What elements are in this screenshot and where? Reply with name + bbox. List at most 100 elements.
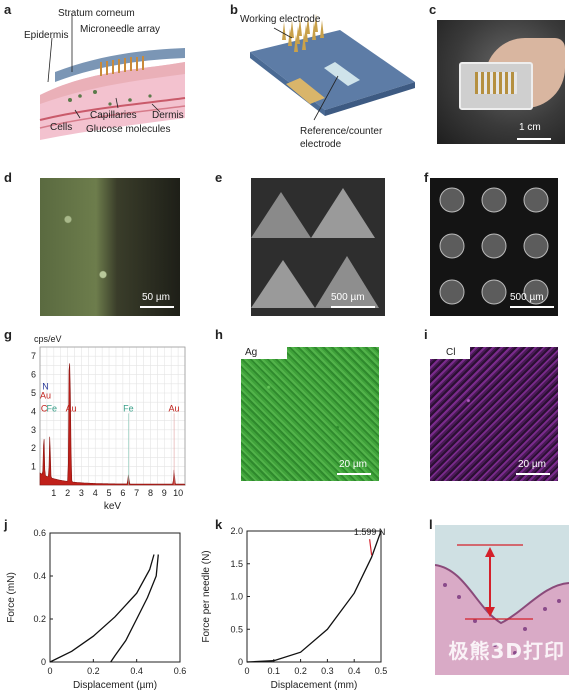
panel-label: b bbox=[230, 2, 238, 17]
sem-image-e: 500 µm bbox=[251, 178, 385, 316]
electrode-schematic bbox=[250, 14, 415, 121]
element-tab bbox=[430, 347, 470, 359]
x-tick-label: 1 bbox=[51, 488, 56, 498]
x-tick-label: 0.3 bbox=[321, 666, 334, 676]
panel-a: a Stratum corneum Epidermis Microneedle … bbox=[0, 0, 190, 150]
panel-h: h Ag 20 µm bbox=[195, 325, 385, 485]
skin-schematic bbox=[39, 14, 186, 140]
series-line bbox=[110, 554, 159, 663]
peak-label: Fe bbox=[46, 403, 57, 413]
x-tick-label: 7 bbox=[134, 488, 139, 498]
x-tick-label: 0.6 bbox=[174, 666, 187, 676]
peak-label: Fe bbox=[123, 403, 134, 413]
panel-f: f 500 µm bbox=[390, 168, 569, 316]
y-tick-label: 6 bbox=[31, 370, 36, 380]
y-tick-label: 4 bbox=[31, 406, 36, 416]
y-tick-label: 0.6 bbox=[33, 528, 46, 538]
element-label: Ag bbox=[245, 347, 258, 358]
scale-bar bbox=[516, 473, 550, 475]
panel-label: j bbox=[4, 517, 8, 532]
photo-device: 1 cm bbox=[437, 20, 565, 144]
x-tick-label: 5 bbox=[107, 488, 112, 498]
label-stratum-corneum: Stratum corneum bbox=[58, 8, 135, 19]
x-tick-label: 4 bbox=[93, 488, 98, 498]
x-tick-label: 2 bbox=[65, 488, 70, 498]
peak-label: N bbox=[42, 381, 49, 391]
panel-c: c 1 cm bbox=[425, 0, 569, 150]
x-axis-label: Displacement (mm) bbox=[271, 680, 358, 691]
peak-label: C bbox=[41, 403, 48, 413]
x-tick-label: 0.4 bbox=[130, 666, 143, 676]
panel-label: i bbox=[424, 327, 428, 342]
panel-label: l bbox=[429, 517, 433, 532]
peak-label: Au bbox=[40, 391, 51, 401]
scale-bar bbox=[140, 306, 174, 308]
y-tick-label: 3 bbox=[31, 425, 36, 435]
panel-label: f bbox=[424, 170, 429, 185]
label-working-electrode: Working electrode bbox=[240, 14, 321, 25]
panel-e: e 500 µm bbox=[195, 168, 385, 316]
panel-i: i Cl 20 µm bbox=[390, 325, 569, 485]
y-tick-label: 1.0 bbox=[230, 592, 243, 602]
force-curve-j: 0 0.2 0.4 0.6 0 0.2 0.4 0.6 Displacement (µm) For… bbox=[6, 528, 187, 691]
device-electrodes bbox=[475, 72, 517, 94]
panel-label: g bbox=[4, 327, 12, 342]
annotation-label: 1.599 N bbox=[354, 527, 386, 537]
scale-bar-label: 20 µm bbox=[339, 459, 367, 470]
y-axis-label: Force per needle (N) bbox=[201, 550, 212, 642]
x-tick-label: 3 bbox=[79, 488, 84, 498]
panel-l: l 极熊3D打印 bbox=[395, 515, 569, 698]
y-tick-label: 1 bbox=[31, 462, 36, 472]
force-curve-k: 0 0.1 0.2 0.3 0.4 0.5 0 0.5 1.0 1.5 2.0 Displacemen… bbox=[201, 526, 388, 691]
needle-grid bbox=[439, 187, 549, 305]
y-tick-label: 0 bbox=[41, 657, 46, 667]
micrograph-d: 50 µm bbox=[40, 178, 180, 316]
annotation-arrow bbox=[369, 539, 373, 556]
x-axis-label: keV bbox=[104, 501, 122, 512]
label-epidermis: Epidermis bbox=[24, 30, 69, 41]
scale-bar-label: 20 µm bbox=[518, 459, 546, 470]
y-tick-label: 5 bbox=[31, 388, 36, 398]
panel-g: g N Au C Fe Au Fe Au 1 2 3 4 5 6 7 8 9 10 1 2 3 4 5 6 7 cps/eV ke… bbox=[0, 325, 195, 515]
sem-peaks bbox=[251, 188, 379, 308]
label-reference-2: electrode bbox=[300, 139, 342, 150]
y-tick-label: 2.0 bbox=[230, 526, 243, 536]
label-dermis: Dermis bbox=[152, 110, 184, 121]
label-capillaries: Capillaries bbox=[90, 110, 137, 121]
histology-image bbox=[434, 525, 569, 675]
panel-k: k 0 0.1 0.2 0.3 0.4 0.5 0 0.5 1.0 1.5 2.0 Displacem… bbox=[195, 515, 395, 698]
y-tick-label: 0.2 bbox=[33, 614, 46, 624]
y-tick-label: 0.4 bbox=[33, 571, 46, 581]
x-tick-label: 0 bbox=[244, 666, 249, 676]
x-tick-label: 0.1 bbox=[268, 666, 281, 676]
peak-label: Au bbox=[168, 403, 179, 413]
panel-b: b Working electrode Reference/counter el… bbox=[230, 0, 420, 155]
panel-label: a bbox=[4, 2, 12, 17]
plot-frame bbox=[49, 532, 181, 663]
scale-bar bbox=[337, 473, 371, 475]
scale-bar-label: 500 µm bbox=[510, 292, 544, 303]
tissue-section bbox=[434, 544, 569, 675]
x-tick-label: 9 bbox=[162, 488, 167, 498]
x-tick-label: 10 bbox=[173, 488, 183, 498]
x-tick-label: 0 bbox=[47, 666, 52, 676]
scale-bar bbox=[331, 306, 375, 308]
label-reference-1: Reference/counter bbox=[300, 126, 383, 137]
series-line bbox=[246, 530, 382, 663]
y-tick-label: 0.5 bbox=[230, 624, 243, 634]
scale-bar-label: 50 µm bbox=[142, 292, 170, 303]
x-tick-label: 8 bbox=[148, 488, 153, 498]
y-tick-label: 0 bbox=[238, 657, 243, 667]
series-line bbox=[49, 554, 155, 663]
scale-bar bbox=[517, 138, 551, 140]
panel-label: d bbox=[4, 170, 12, 185]
x-tick-label: 0.5 bbox=[375, 666, 388, 676]
label-microneedle-array: Microneedle array bbox=[80, 24, 161, 35]
x-axis-label: Displacement (µm) bbox=[73, 680, 157, 691]
y-tick-label: 2 bbox=[31, 443, 36, 453]
panel-label: k bbox=[215, 517, 223, 532]
element-label: Cl bbox=[446, 347, 456, 358]
plot-frame bbox=[39, 346, 186, 486]
watermark: 极熊3D打印 bbox=[448, 639, 565, 663]
